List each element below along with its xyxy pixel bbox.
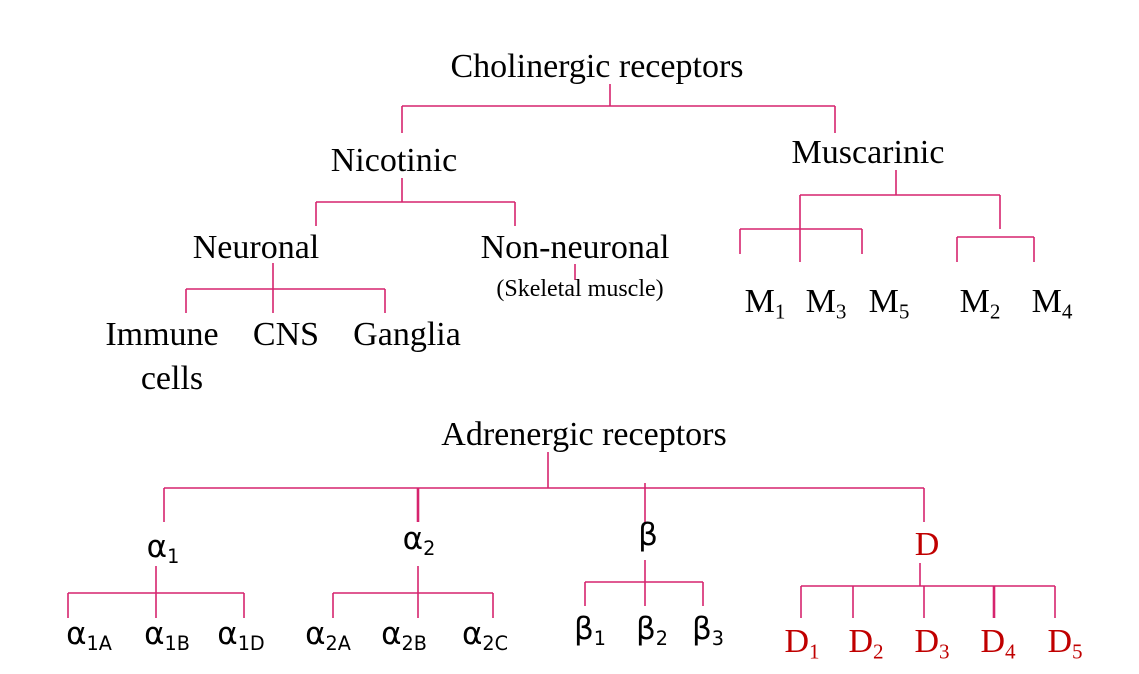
m1-label: M1 <box>744 283 786 324</box>
ganglia-label: Ganglia <box>353 316 461 353</box>
m3-label: M3 <box>805 283 847 324</box>
alpha1d-label: α1D <box>217 616 265 656</box>
d4-label: D4 <box>980 623 1016 664</box>
alpha1b-label: α1B <box>144 616 190 656</box>
beta1-label: β1 <box>573 611 607 651</box>
m5-label: M5 <box>868 283 910 324</box>
alpha1a-label: α1A <box>66 616 112 656</box>
beta-label: β <box>638 517 658 553</box>
d5-label: D5 <box>1047 623 1083 664</box>
muscarinic-label: Muscarinic <box>791 134 945 171</box>
cns-label: CNS <box>252 316 320 353</box>
skeletal-muscle-note: (Skeletal muscle) <box>496 276 664 302</box>
alpha2b-label: α2B <box>381 616 427 656</box>
beta3-label: β3 <box>691 611 725 651</box>
m4-label: M4 <box>1031 283 1073 324</box>
neuronal-label: Neuronal <box>192 229 320 266</box>
dopamine-label: D <box>914 526 940 563</box>
alpha2a-label: α2A <box>305 616 351 656</box>
immune-label: Immune <box>105 316 219 353</box>
cholinergic-title: Cholinergic receptors <box>450 48 744 85</box>
d1-label: D1 <box>784 623 820 664</box>
alpha2-label: α2 <box>402 521 436 561</box>
beta2-label: β2 <box>635 611 669 651</box>
d2-label: D2 <box>848 623 884 664</box>
alpha2c-label: α2C <box>461 616 509 656</box>
nicotinic-label: Nicotinic <box>330 142 458 179</box>
m2-label: M2 <box>959 283 1001 324</box>
cells-label: cells <box>140 360 204 397</box>
d3-label: D3 <box>914 623 950 664</box>
alpha1-label: α1 <box>146 529 180 569</box>
non-neuronal-label: Non-neuronal <box>480 229 670 266</box>
adrenergic-title: Adrenergic receptors <box>441 416 727 453</box>
